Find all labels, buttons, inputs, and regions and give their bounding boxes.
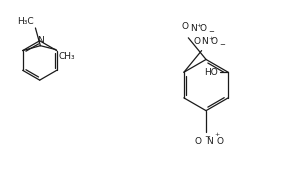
Text: O: O [216, 137, 223, 146]
Text: N: N [201, 37, 208, 46]
Text: −: − [208, 29, 214, 35]
Text: −: − [204, 134, 210, 140]
Text: CH₃: CH₃ [58, 52, 75, 61]
Text: HO: HO [205, 68, 218, 77]
Text: N: N [37, 36, 44, 45]
Text: O: O [193, 37, 200, 46]
Text: +: + [196, 23, 201, 28]
Text: −: − [219, 42, 225, 48]
Text: +: + [214, 132, 219, 137]
Text: O: O [211, 37, 218, 46]
Text: N: N [207, 137, 213, 146]
Text: O: O [195, 137, 202, 146]
Text: O: O [182, 22, 189, 31]
Text: O: O [200, 24, 207, 33]
Text: N: N [190, 24, 197, 33]
Text: +: + [208, 36, 214, 41]
Text: H₃C: H₃C [17, 17, 33, 26]
